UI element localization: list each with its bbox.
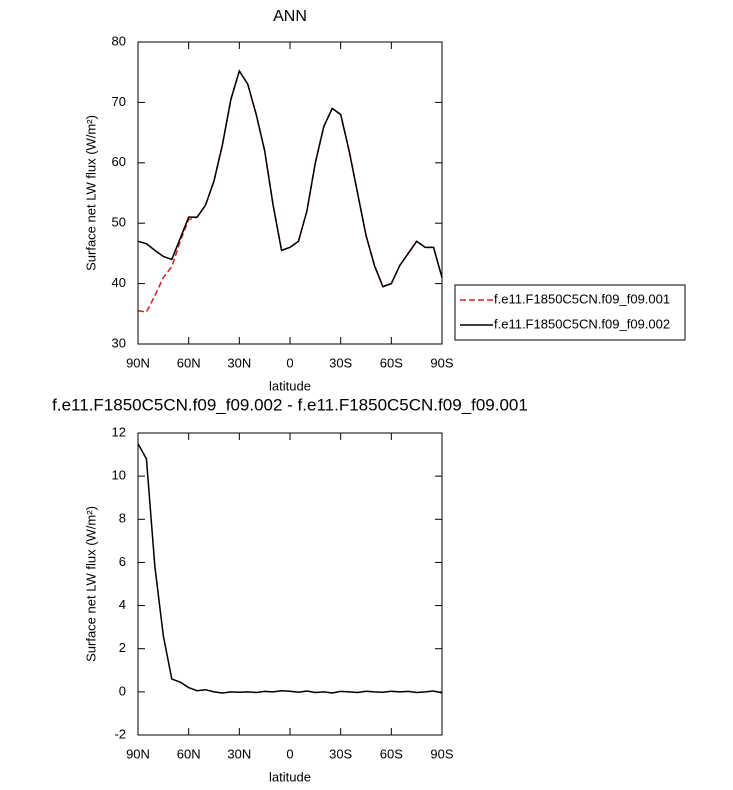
y-tick-label: 8 [119, 511, 126, 526]
y-tick-label: 2 [119, 640, 126, 655]
x-tick-label: 30S [329, 355, 352, 370]
plot-frame [137, 432, 443, 736]
y-tick-label: 40 [112, 275, 126, 290]
y-tick-label: 6 [119, 554, 126, 569]
data-line [137, 69, 443, 313]
chart-title: f.e11.F1850C5CN.f09_f09.002 - f.e11.F185… [52, 395, 528, 414]
x-tick-label: 30N [227, 746, 251, 761]
x-tick-label: 0 [286, 746, 293, 761]
y-tick-label: 12 [112, 424, 126, 439]
y-tick-label: 60 [112, 154, 126, 169]
y-axis-label: Surface net LW flux (W/m²) [83, 115, 98, 271]
chart-title: ANN [273, 8, 307, 25]
x-axis-label: latitude [269, 769, 311, 784]
x-tick-label: 30S [329, 746, 352, 761]
y-tick-label: 80 [112, 33, 126, 48]
y-tick-label: 10 [112, 468, 126, 483]
y-tick-label: 30 [112, 335, 126, 350]
plot-frame [137, 41, 443, 345]
y-tick-label: 70 [112, 94, 126, 109]
x-tick-label: 30N [227, 355, 251, 370]
data-line [137, 69, 443, 288]
x-tick-label: 90N [126, 355, 150, 370]
x-tick-label: 90S [430, 746, 453, 761]
x-tick-label: 60N [177, 746, 201, 761]
legend-box [454, 284, 686, 341]
x-axis-label: latitude [269, 378, 311, 393]
x-tick-label: 60S [380, 746, 403, 761]
y-tick-label: 4 [119, 597, 126, 612]
y-tick-label: -2 [114, 726, 126, 741]
y-tick-label: 50 [112, 215, 126, 230]
x-tick-label: 0 [286, 355, 293, 370]
x-tick-label: 60N [177, 355, 201, 370]
x-tick-label: 90N [126, 746, 150, 761]
x-tick-label: 90S [430, 355, 453, 370]
legend-label: f.e11.F1850C5CN.f09_f09.001 [494, 291, 670, 306]
y-axis-label: Surface net LW flux (W/m²) [83, 506, 98, 662]
data-line [137, 443, 443, 694]
y-tick-label: 0 [119, 683, 126, 698]
legend-label: f.e11.F1850C5CN.f09_f09.002 [494, 316, 670, 331]
x-tick-label: 60S [380, 355, 403, 370]
